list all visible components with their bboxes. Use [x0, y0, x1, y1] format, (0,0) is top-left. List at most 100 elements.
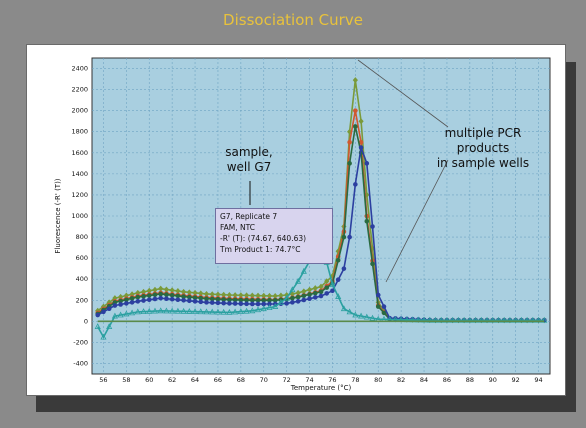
x-tick-label: 68 [237, 376, 245, 384]
data-point [489, 316, 496, 323]
y-tick-label: 2000 [71, 107, 88, 115]
axis-ticks: 56 58 60 62 64 66 68 70 72 74 76 78 80 82 84 86 88 90 92 94… [71, 65, 542, 384]
data-point [135, 294, 141, 300]
data-point [283, 294, 290, 301]
data-point [175, 288, 181, 295]
data-point [186, 289, 192, 296]
data-point [330, 288, 335, 294]
data-point [192, 295, 198, 300]
data-point [254, 306, 262, 313]
x-tick-label: 64 [191, 376, 199, 384]
x-tick-label: 72 [283, 376, 291, 384]
data-point [158, 295, 163, 301]
data-point [312, 285, 318, 292]
y-tick-label: -400 [73, 359, 88, 367]
multi-annotation-line1: multiple PCR products [444, 126, 522, 155]
data-point [381, 310, 387, 316]
data-point [267, 301, 272, 307]
data-point [152, 286, 158, 293]
data-point [255, 297, 261, 303]
data-point [157, 307, 164, 314]
tooltip-line3: -R' (T): (74.67, 640.63) [220, 234, 307, 243]
data-point [152, 292, 158, 298]
data-point [141, 294, 146, 299]
data-point [347, 139, 352, 145]
data-point [191, 308, 199, 314]
data-point [118, 298, 123, 304]
data-point [123, 310, 130, 317]
x-tick-label: 88 [466, 376, 474, 384]
data-point [164, 296, 169, 301]
data-point [352, 77, 358, 84]
data-point [250, 297, 255, 303]
data-point [295, 289, 301, 296]
data-point [187, 294, 192, 300]
data-point [358, 145, 364, 150]
data-point [146, 293, 152, 298]
data-point [306, 286, 313, 293]
data-point [181, 294, 186, 299]
data-point [290, 300, 295, 305]
x-tick-label: 82 [397, 376, 405, 384]
x-tick-label: 86 [443, 376, 451, 384]
multi-product-annotation: multiple PCR products in sample wells [420, 126, 546, 171]
y-tick-label: 800 [76, 233, 88, 241]
data-point [187, 298, 192, 304]
data-point [175, 297, 181, 303]
data-point [237, 308, 244, 314]
x-tick-label: 56 [99, 376, 107, 384]
data-point [506, 316, 513, 323]
x-axis-label: Temperature (°C) [290, 384, 352, 392]
y-tick-label: 0 [84, 317, 88, 325]
data-point [221, 291, 227, 298]
data-point [375, 304, 381, 309]
data-point [364, 218, 370, 224]
data-point [169, 307, 176, 314]
data-point [518, 316, 525, 323]
page-title: Dissociation Curve [223, 11, 363, 29]
multi-annotation-line2: in sample wells [436, 156, 530, 170]
data-point [140, 288, 147, 295]
data-point [277, 298, 284, 305]
data-point [272, 293, 278, 300]
data-point [100, 333, 107, 340]
data-point [158, 285, 164, 292]
data-point [135, 299, 141, 304]
x-tick-label: 60 [145, 376, 153, 384]
data-point [295, 299, 301, 304]
tooltip-line4: Tm Product 1: 74.7°C [220, 245, 301, 254]
data-point [312, 295, 318, 300]
data-point [204, 296, 209, 301]
data-point [335, 293, 342, 299]
data-point [244, 297, 249, 303]
y-tick-label: 1400 [71, 170, 88, 178]
data-point [255, 292, 261, 299]
data-point [369, 245, 376, 252]
data-point [438, 316, 445, 323]
data-point [512, 316, 519, 323]
data-point [118, 293, 124, 300]
data-point [455, 316, 462, 323]
data-point [209, 308, 216, 315]
y-tick-label: 1600 [71, 149, 88, 157]
data-point [353, 124, 358, 129]
data-point [250, 301, 255, 307]
data-point [267, 297, 272, 303]
data-point [169, 296, 175, 302]
data-point [112, 300, 118, 305]
data-point [318, 293, 324, 299]
data-point [261, 292, 267, 299]
data-point [238, 292, 244, 299]
data-point [174, 307, 181, 314]
data-point [169, 287, 175, 294]
data-point [301, 293, 307, 299]
data-point [284, 301, 289, 306]
data-point [163, 307, 170, 314]
data-point [146, 287, 152, 294]
data-point [341, 266, 347, 271]
data-point [290, 295, 295, 301]
data-point [449, 316, 456, 323]
data-point [129, 309, 136, 316]
data-point [186, 307, 193, 314]
tooltip-line2: FAM, NTC [220, 223, 255, 232]
